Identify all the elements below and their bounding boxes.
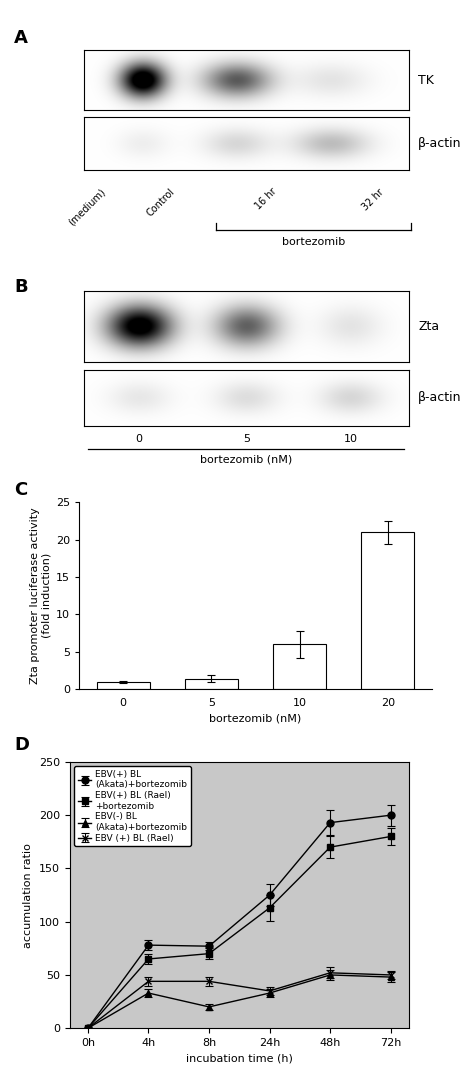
Text: β-actin: β-actin bbox=[418, 392, 462, 405]
Y-axis label: accumulation ratio: accumulation ratio bbox=[23, 843, 33, 947]
Text: 10: 10 bbox=[343, 434, 357, 443]
Text: A: A bbox=[14, 29, 28, 46]
Bar bbox=[273, 644, 326, 689]
Text: 0: 0 bbox=[136, 434, 143, 443]
Text: bortezomib (nΜ): bortezomib (nΜ) bbox=[200, 454, 292, 464]
Legend: EBV(+) BL
(Akata)+bortezomib, EBV(+) BL (Rael)
+bortezomib, EBV(-) BL
(Akata)+bo: EBV(+) BL (Akata)+bortezomib, EBV(+) BL … bbox=[74, 766, 191, 846]
Text: C: C bbox=[14, 481, 27, 498]
Text: Control: Control bbox=[145, 187, 177, 219]
Text: (medium): (medium) bbox=[66, 187, 107, 228]
Bar bbox=[185, 679, 238, 689]
Text: 16 hr: 16 hr bbox=[254, 187, 279, 211]
Text: D: D bbox=[14, 736, 29, 754]
Bar bbox=[362, 532, 414, 689]
X-axis label: incubation time (h): incubation time (h) bbox=[186, 1053, 293, 1064]
Text: 32 hr: 32 hr bbox=[360, 187, 386, 211]
Text: TK: TK bbox=[418, 73, 434, 86]
Text: B: B bbox=[14, 277, 27, 296]
Text: Zta: Zta bbox=[418, 320, 439, 333]
Y-axis label: Zta promoter luciferase activity
(fold induction): Zta promoter luciferase activity (fold i… bbox=[30, 507, 52, 684]
Text: bortezomib: bortezomib bbox=[282, 237, 345, 247]
X-axis label: bortezomib (nΜ): bortezomib (nΜ) bbox=[210, 713, 302, 724]
Bar bbox=[97, 682, 150, 689]
Text: β-actin: β-actin bbox=[418, 137, 462, 150]
Text: 5: 5 bbox=[243, 434, 250, 443]
